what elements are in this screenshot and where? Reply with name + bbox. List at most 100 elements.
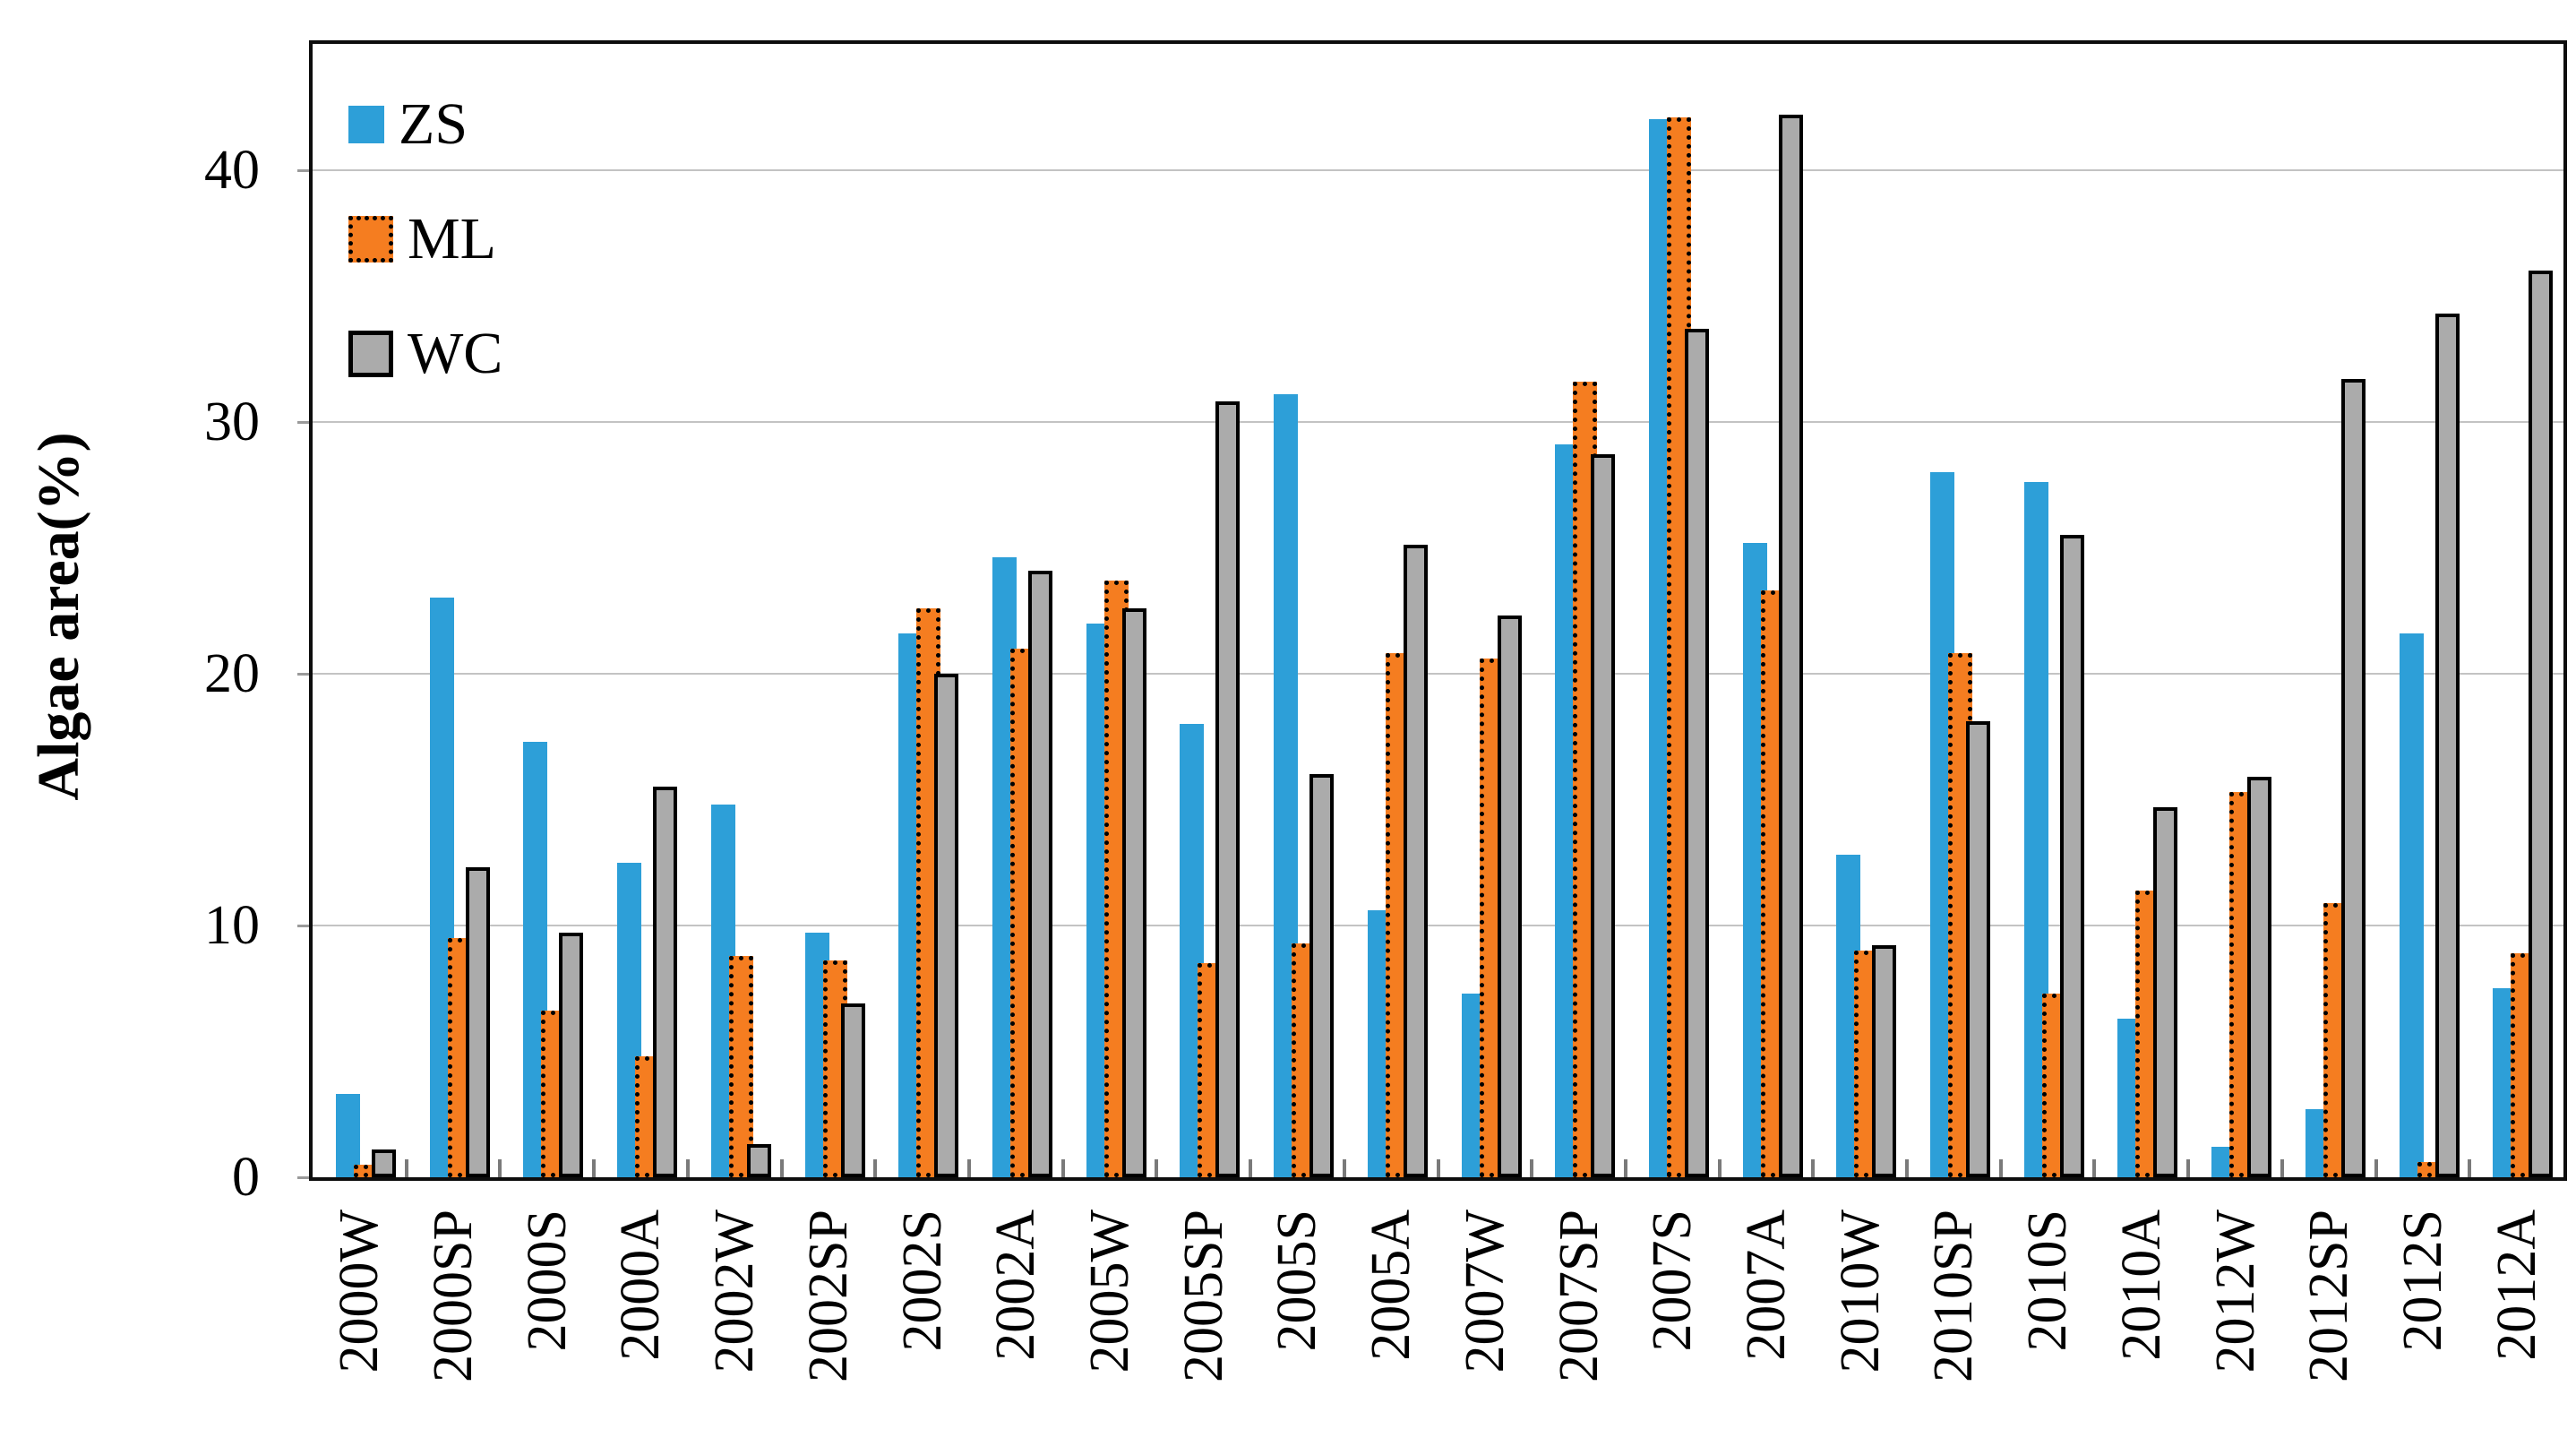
x-axis-minor-tick — [592, 1159, 597, 1177]
x-axis-minor-tick — [873, 1159, 878, 1177]
x-axis-minor-tick — [1811, 1159, 1816, 1177]
bar-WC-2010SP — [1966, 721, 1991, 1177]
x-axis-label-2007A: 2007A — [1735, 1210, 1797, 1361]
x-axis-minor-tick — [1530, 1159, 1534, 1177]
bar-WC-2007SP — [1591, 454, 1616, 1177]
bar-WC-2012W — [2247, 777, 2272, 1177]
y-axis-tick-label-20: 20 — [204, 642, 260, 704]
x-axis-label-2012S: 2012S — [2391, 1210, 2453, 1352]
x-axis-minor-tick — [2468, 1159, 2472, 1177]
legend-swatch-WC — [348, 331, 393, 377]
x-axis-label-2010S: 2010S — [2017, 1210, 2079, 1352]
bar-ML-2002W — [728, 955, 753, 1177]
y-axis-tick-20 — [297, 672, 309, 676]
bar-WC-2005S — [1309, 774, 1335, 1177]
legend-label-WC: WC — [408, 321, 503, 386]
x-axis-minor-tick — [1060, 1159, 1065, 1177]
x-axis-label-2010W: 2010W — [1829, 1210, 1891, 1373]
x-axis-label-2002W: 2002W — [704, 1210, 766, 1373]
bar-WC-2005W — [1121, 607, 1146, 1177]
gridline-30 — [313, 420, 2563, 423]
y-axis-tick-label-0: 0 — [232, 1147, 260, 1208]
x-axis-label-2012A: 2012A — [2486, 1210, 2547, 1361]
x-axis-label-2000SP: 2000SP — [423, 1210, 485, 1382]
bar-WC-2005SP — [1215, 401, 1241, 1177]
x-axis-minor-tick — [498, 1159, 502, 1177]
legend-swatch-ML — [348, 216, 393, 263]
bar-WC-2002S — [934, 673, 959, 1177]
gridline-10 — [313, 924, 2563, 926]
x-axis-label-2000S: 2000S — [516, 1210, 578, 1352]
y-axis-tick-40 — [297, 168, 309, 172]
plot-area: ZS ML WC — [309, 40, 2567, 1181]
legend-label-ZS: ZS — [399, 91, 468, 157]
x-axis-minor-tick — [1717, 1159, 1722, 1177]
bar-WC-2000W — [372, 1149, 396, 1177]
x-axis-label-2002S: 2002S — [891, 1210, 953, 1352]
x-axis-minor-tick — [1342, 1159, 1346, 1177]
bar-WC-2002A — [1027, 570, 1052, 1177]
legend-item-WC: WC — [348, 316, 502, 392]
x-axis-minor-tick — [685, 1159, 690, 1177]
legend: ZS ML WC — [348, 87, 502, 431]
x-axis-minor-tick — [1623, 1159, 1627, 1177]
bar-WC-2007W — [1497, 616, 1522, 1177]
y-axis-tick-10 — [297, 924, 309, 927]
x-axis-minor-tick — [779, 1159, 784, 1177]
x-axis-label-2005SP: 2005SP — [1172, 1210, 1234, 1382]
x-axis-label-2010A: 2010A — [2110, 1210, 2172, 1361]
x-axis-label-2007SP: 2007SP — [1548, 1210, 1610, 1382]
bar-WC-2002W — [746, 1144, 771, 1177]
x-axis-label-2005W: 2005W — [1079, 1210, 1141, 1373]
bar-WC-2000S — [559, 933, 584, 1177]
legend-item-ZS: ZS — [348, 87, 502, 162]
bars-layer — [313, 44, 2563, 1177]
bar-WC-2012SP — [2340, 378, 2366, 1177]
legend-item-ML: ML — [348, 202, 502, 277]
x-axis-minor-tick — [2092, 1159, 2097, 1177]
x-axis-minor-tick — [2280, 1159, 2284, 1177]
y-axis-tick-label-10: 10 — [204, 894, 260, 956]
bar-WC-2000A — [653, 787, 678, 1177]
bar-ZS-2000W — [336, 1094, 360, 1177]
x-axis-label-2005A: 2005A — [1361, 1210, 1422, 1361]
x-axis-label-2010SP: 2010SP — [1923, 1210, 1985, 1382]
y-axis-tick-label-40: 40 — [204, 139, 260, 201]
bar-WC-2012A — [2529, 271, 2554, 1177]
legend-swatch-ZS — [348, 106, 384, 143]
x-axis-label-2012SP: 2012SP — [2298, 1210, 2360, 1382]
x-axis-minor-tick — [1905, 1159, 1910, 1177]
x-axis-label-2012W: 2012W — [2204, 1210, 2266, 1373]
x-axis-label-2002A: 2002A — [985, 1210, 1047, 1361]
bar-WC-2007A — [1778, 114, 1803, 1177]
x-axis-minor-tick — [966, 1159, 971, 1177]
x-axis-label-2005S: 2005S — [1267, 1210, 1328, 1352]
y-axis-tick-0 — [297, 1176, 309, 1179]
gridline-20 — [313, 672, 2563, 675]
x-axis-minor-tick — [2186, 1159, 2191, 1177]
bar-WC-2005A — [1403, 545, 1428, 1177]
x-axis-label-2000A: 2000A — [610, 1210, 672, 1361]
gridline-40 — [313, 168, 2563, 171]
y-axis-title: Algae area(%) — [26, 432, 91, 801]
bar-WC-2010A — [2153, 806, 2178, 1177]
x-axis-minor-tick — [1249, 1159, 1253, 1177]
y-axis-tick-30 — [297, 420, 309, 424]
bar-WC-2002SP — [840, 1003, 865, 1177]
bar-WC-2010S — [2059, 535, 2084, 1177]
x-axis-minor-tick — [404, 1159, 408, 1177]
x-axis-minor-tick — [1998, 1159, 2003, 1177]
legend-label-ML: ML — [408, 206, 496, 271]
bar-WC-2007S — [1684, 328, 1709, 1177]
x-axis-label-2007S: 2007S — [1642, 1210, 1704, 1352]
bar-WC-2012S — [2434, 313, 2460, 1177]
x-axis-label-2007W: 2007W — [1454, 1210, 1516, 1373]
bar-WC-2010W — [1872, 945, 1897, 1177]
y-axis-tick-label-30: 30 — [204, 391, 260, 452]
bar-WC-2000SP — [465, 867, 490, 1177]
x-axis-minor-tick — [2374, 1159, 2378, 1177]
bar-ZS-2012S — [2399, 633, 2424, 1177]
x-axis-minor-tick — [1155, 1159, 1159, 1177]
x-axis-label-2000W: 2000W — [329, 1210, 391, 1373]
x-axis-minor-tick — [1436, 1159, 1440, 1177]
